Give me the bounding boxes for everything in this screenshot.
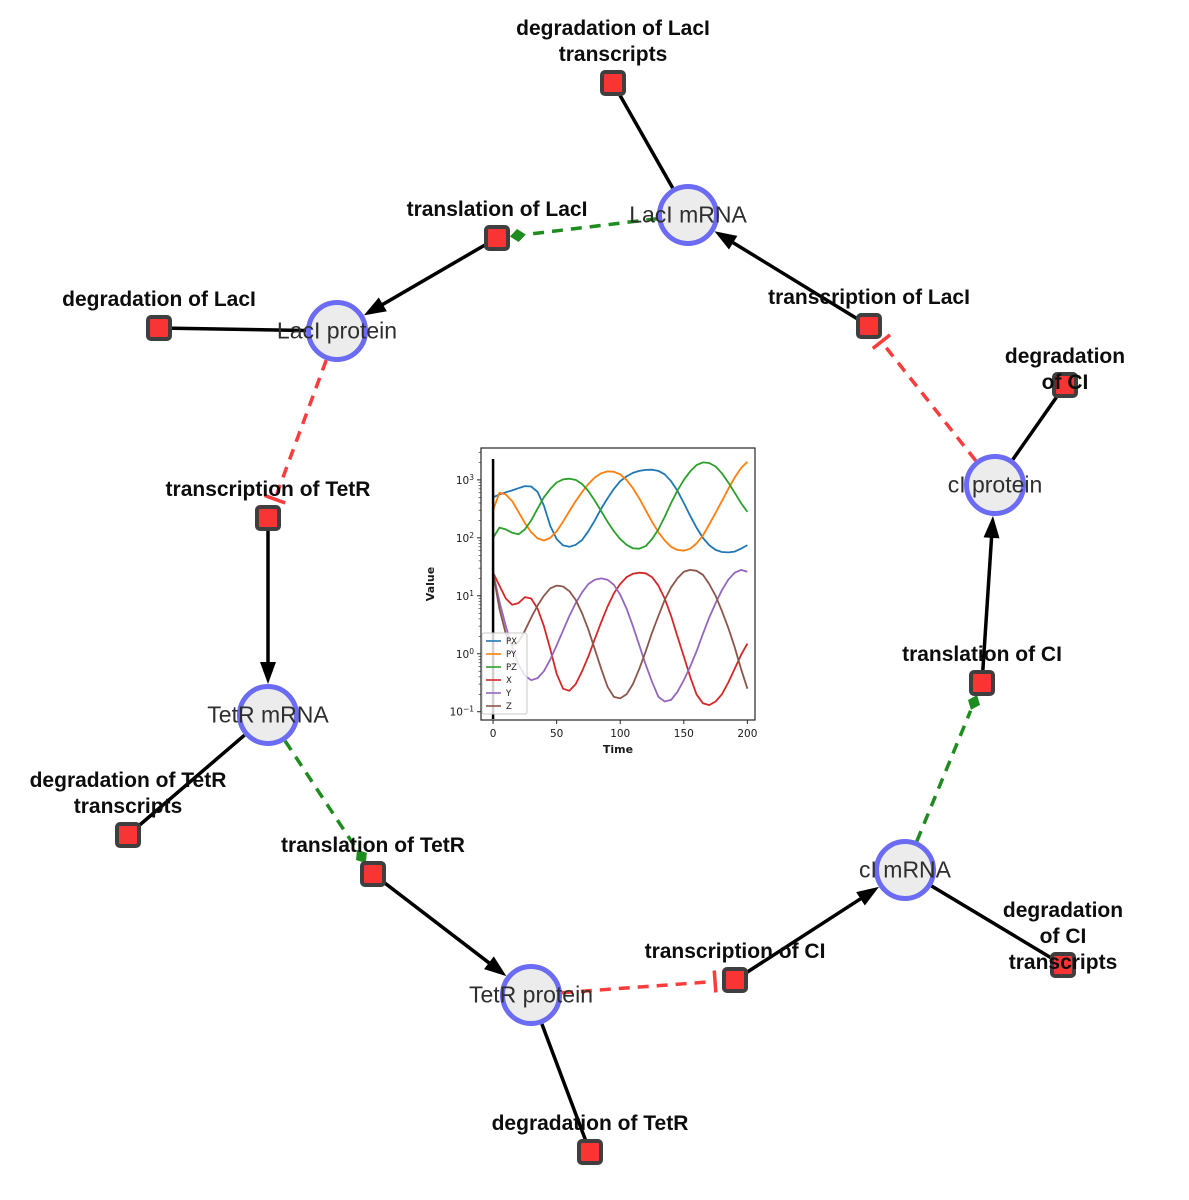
edge-consumption-laci_mrna-to-deg_laci_tx xyxy=(611,82,675,189)
legend-label-PX: PX xyxy=(506,637,517,647)
reaction-label-deg-tetr-tx: degradation of TetR transcripts xyxy=(29,769,227,818)
legend-label-PZ: PZ xyxy=(506,663,517,673)
chart-axes-box xyxy=(480,447,756,721)
simulation-plot: 0 50 100 150 200 10−1 100 101 102 103 Time Value PX P… xyxy=(420,432,770,762)
reaction-label-transl-ci: translation of CI xyxy=(902,643,1062,666)
species-node-laci-mrna[interactable] xyxy=(657,184,719,246)
edge-inhibition-ci_protein-to-tc_laci xyxy=(871,333,892,350)
edge-production-tc_laci-to-laci_mrna-head xyxy=(714,231,738,250)
edge-production-transl_laci-to-laci_protein xyxy=(376,236,498,309)
edge-production-transl_ci-to-ci_protein-head xyxy=(983,515,1000,539)
edge-catalysis-tetr_mrna-to-transl_tetr xyxy=(283,739,358,850)
edge-inhibition-tetr_protein-to-tc_ci xyxy=(712,970,718,993)
legend-label-Y: Y xyxy=(505,689,512,699)
edge-catalysis-tetr_mrna-to-transl_tetr-head xyxy=(356,849,367,864)
reaction-node-deg-ci[interactable] xyxy=(1052,372,1078,398)
reaction-node-transl-laci[interactable] xyxy=(484,225,510,251)
species-label-laci-mrna: LacI mRNA xyxy=(629,201,747,228)
edge-production-transl_tetr-to-tetr_protein-head xyxy=(484,956,507,977)
edge-production-transl_ci-to-ci_protein xyxy=(980,531,994,684)
edge-production-tc_ci-to-ci_mrna-head xyxy=(856,886,879,906)
chart-legend-box xyxy=(481,632,528,715)
reaction-node-tc-laci[interactable] xyxy=(856,313,882,339)
edge-production-tc_ci-to-ci_mrna xyxy=(734,894,867,982)
chart-series-X xyxy=(492,571,749,707)
edge-inhibition-laci_protein-to-tc_tetr xyxy=(275,359,328,495)
x-tick-label: 50 xyxy=(550,728,563,740)
species-label-laci-protein: LacI protein xyxy=(276,317,398,344)
reaction-label-deg-tetr: degradation of TetR xyxy=(491,1112,689,1135)
edge-production-tc_tetr-to-tetr_mrna-head xyxy=(260,662,276,684)
y-tick-label: 103 xyxy=(456,473,474,487)
species-node-ci-protein[interactable] xyxy=(964,454,1026,516)
edge-production-transl_tetr-to-tetr_protein xyxy=(371,872,495,968)
species-label-tetr-mrna: TetR mRNA xyxy=(207,701,329,728)
chart-series-Z xyxy=(492,568,749,700)
reaction-node-transl-tetr[interactable] xyxy=(360,861,386,887)
edge-inhibition-ci_protein-to-tc_laci xyxy=(883,345,978,462)
edge-consumption-laci_protein-to-deg_laci xyxy=(158,326,307,333)
edge-catalysis-ci_mrna-to-transl_ci xyxy=(915,710,973,843)
reaction-node-deg-laci-tx[interactable] xyxy=(600,70,626,96)
reaction-label-tc-ci: transcription of CI xyxy=(644,940,826,963)
reaction-label-transl-laci: translation of LacI xyxy=(406,198,588,221)
species-label-tetr-protein: TetR protein xyxy=(468,981,594,1008)
species-node-ci-mrna[interactable] xyxy=(874,839,936,901)
species-node-tetr-protein[interactable] xyxy=(500,964,562,1026)
edge-inhibition-tetr_protein-to-tc_ci xyxy=(561,980,710,995)
x-tick-label: 150 xyxy=(674,728,694,740)
reaction-node-deg-laci[interactable] xyxy=(146,315,172,341)
reaction-label-deg-ci-tx: degradation of CI transcripts xyxy=(1002,899,1124,974)
edge-consumption-tetr_protein-to-deg_tetr xyxy=(540,1023,592,1153)
edge-production-tc_laci-to-laci_mrna xyxy=(727,238,870,328)
species-label-ci-protein: cI protein xyxy=(947,471,1043,498)
reaction-label-tc-laci: transcription of LacI xyxy=(768,286,970,309)
x-tick-label: 100 xyxy=(610,728,630,740)
y-tick-label: 102 xyxy=(456,531,474,545)
reaction-node-deg-ci-tx[interactable] xyxy=(1050,952,1076,978)
chart-series-PZ xyxy=(492,461,749,550)
reaction-node-deg-tetr-tx[interactable] xyxy=(115,822,141,848)
edge-consumption-tetr_mrna-to-deg_tetr_tx xyxy=(126,733,246,837)
y-tick-label: 101 xyxy=(456,589,474,603)
reaction-label-transl-tetr: translation of TetR xyxy=(281,834,465,857)
edge-catalysis-laci_mrna-to-transl_laci-head xyxy=(509,229,526,242)
legend-label-X: X xyxy=(506,676,512,686)
species-node-laci-protein[interactable] xyxy=(306,300,368,362)
reaction-label-tc-tetr: transcription of TetR xyxy=(165,478,371,501)
reaction-label-deg-ci: degradation of CI xyxy=(1004,345,1126,394)
edge-consumption-ci_mrna-to-deg_ci_tx xyxy=(930,884,1064,967)
x-tick-label: 0 xyxy=(490,728,497,740)
reaction-node-deg-tetr[interactable] xyxy=(577,1139,603,1165)
reaction-label-deg-laci-tx: degradation of LacI transcripts xyxy=(516,17,710,66)
chart-y-axis-label: Value xyxy=(424,567,437,601)
edge-inhibition-laci_protein-to-tc_tetr xyxy=(263,493,286,505)
reaction-node-tc-ci[interactable] xyxy=(722,967,748,993)
edge-catalysis-ci_mrna-to-transl_ci-head xyxy=(967,695,981,710)
chart-series-PY xyxy=(492,461,749,552)
chart-x-axis-label: Time xyxy=(603,743,633,756)
edge-production-transl_laci-to-laci_protein-head xyxy=(363,297,387,316)
y-tick-label: 100 xyxy=(456,647,474,661)
reaction-node-tc-tetr[interactable] xyxy=(255,505,281,531)
y-tick-label: 10−1 xyxy=(450,705,475,719)
species-node-tetr-mrna[interactable] xyxy=(237,684,299,746)
reaction-node-transl-ci[interactable] xyxy=(969,670,995,696)
x-tick-label: 200 xyxy=(737,728,757,740)
species-label-ci-mrna: cI mRNA xyxy=(859,856,951,883)
reaction-label-deg-laci: degradation of LacI xyxy=(62,288,256,311)
chart-series-PX xyxy=(492,468,748,554)
edge-catalysis-laci_mrna-to-transl_laci xyxy=(526,216,658,237)
chart-svg: 0 50 100 150 200 10−1 100 101 102 103 Time Value PX P… xyxy=(424,447,757,756)
chart-series-Y xyxy=(492,568,748,703)
legend-label-PY: PY xyxy=(506,650,517,660)
legend-label-Z: Z xyxy=(506,702,512,712)
